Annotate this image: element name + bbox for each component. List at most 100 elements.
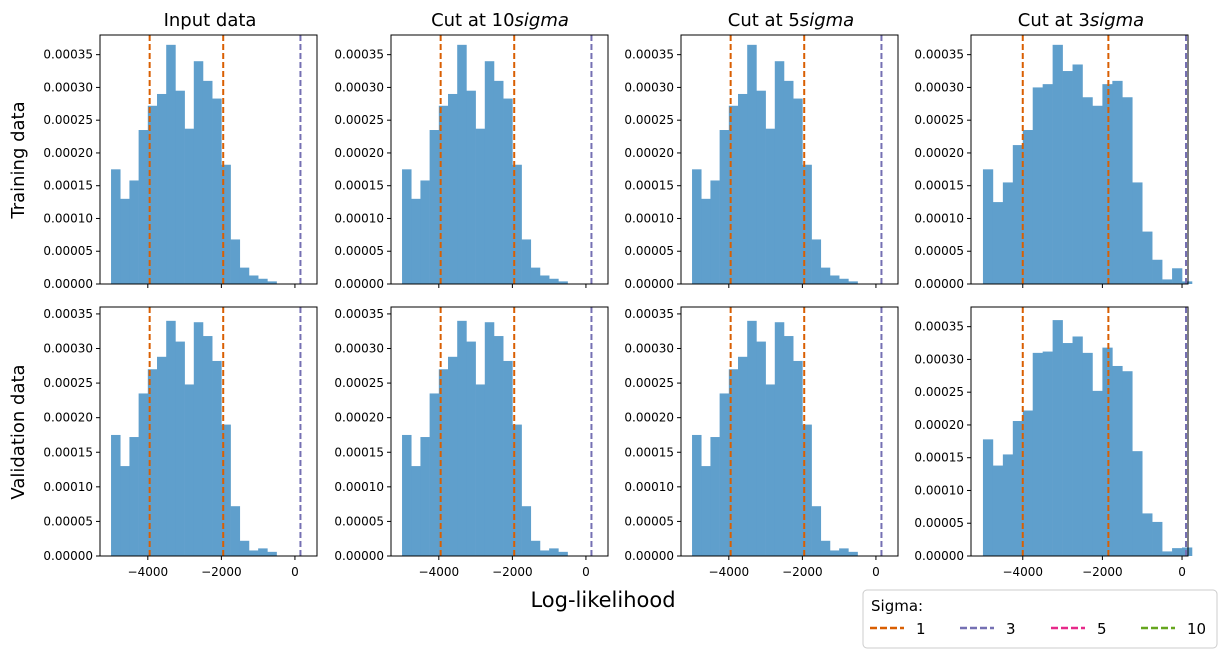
histogram-bar xyxy=(692,434,702,556)
histogram-bar xyxy=(1182,547,1193,556)
histogram-bar xyxy=(774,61,785,284)
histogram-panel-5: 0.00000 0.00005 0.00010 0.00015 0.00020 0.000… xyxy=(43,306,318,579)
histogram-bar xyxy=(475,128,486,284)
y-tick-label: 0.00005 xyxy=(43,244,93,258)
histogram-bar xyxy=(811,506,822,556)
y-tick-label: 0.00025 xyxy=(624,376,674,390)
legend-label-sigma-3: 3 xyxy=(1006,620,1016,638)
histogram-bar xyxy=(1122,97,1133,284)
histogram-bar xyxy=(793,360,803,556)
histogram-bar xyxy=(457,320,467,556)
histogram-bar xyxy=(530,540,541,556)
y-tick-label: 0.00000 xyxy=(624,277,674,291)
x-tick-label: 0 xyxy=(291,565,299,579)
histogram-bar xyxy=(747,320,757,556)
histogram-bar xyxy=(184,384,195,556)
y-tick-label: 0.00000 xyxy=(914,549,964,563)
col-title-cut5: Cut at 5sigma xyxy=(728,10,854,31)
y-tick-label: 0.00035 xyxy=(334,307,384,321)
histogram-bar xyxy=(448,93,458,284)
histogram-bar xyxy=(429,393,440,556)
histogram-bar xyxy=(429,130,440,284)
histogram-bar xyxy=(1152,521,1163,556)
y-tick-label: 0.00025 xyxy=(914,113,964,127)
histogram-bar xyxy=(212,98,222,285)
histogram-bar xyxy=(221,164,231,284)
y-tick-label: 0.00035 xyxy=(914,320,964,334)
histogram-bar xyxy=(1182,281,1193,284)
y-tick-label: 0.00005 xyxy=(914,244,964,258)
y-tick-label: 0.00005 xyxy=(624,244,674,258)
histogram-bar xyxy=(267,281,277,284)
histogram-bar xyxy=(839,548,849,556)
histogram-bar xyxy=(193,61,204,284)
histogram-bar xyxy=(1062,343,1073,556)
y-tick-label: 0.00015 xyxy=(624,445,674,459)
axes-frame xyxy=(99,34,318,285)
y-tick-label: 0.00030 xyxy=(914,352,964,366)
histogram-bar xyxy=(1062,71,1073,284)
histogram-bar xyxy=(765,128,776,284)
histogram-bar xyxy=(701,198,711,284)
histogram-bar xyxy=(175,90,185,285)
histogram-bar xyxy=(982,439,994,556)
x-tick-label: −2000 xyxy=(782,565,823,579)
x-axis-label: Log-likelihood xyxy=(530,588,675,612)
y-tick-label: 0.00020 xyxy=(914,418,964,432)
histogram-panel-2: 0.00000 0.00005 0.00010 0.00015 0.00020 0.000… xyxy=(334,34,609,291)
histogram-bar xyxy=(710,180,720,284)
histogram-bar xyxy=(811,239,822,284)
histogram-bar xyxy=(411,466,421,556)
histogram-bar xyxy=(258,548,268,556)
y-tick-label: 0.00015 xyxy=(43,179,93,193)
histogram-bar xyxy=(1132,182,1143,284)
y-tick-label: 0.00025 xyxy=(43,113,93,127)
y-tick-label: 0.00020 xyxy=(334,146,384,160)
histogram-bar xyxy=(728,369,739,556)
histogram-bar xyxy=(258,278,268,284)
histogram-bar xyxy=(503,360,513,556)
histogram-bar xyxy=(120,198,130,284)
histogram-bar xyxy=(992,465,1004,556)
y-tick-label: 0.00015 xyxy=(334,445,384,459)
y-tick-label: 0.00020 xyxy=(43,146,93,160)
histogram-bar xyxy=(129,437,139,556)
x-tick-label: −2000 xyxy=(492,565,533,579)
legend-items: 1 3 5 10 xyxy=(870,620,1206,638)
histogram-bar xyxy=(202,80,213,284)
x-tick-label: 0 xyxy=(872,565,880,579)
histogram-bar xyxy=(402,169,412,284)
col-title-cut3: Cut at 3sigma xyxy=(1018,10,1144,31)
y-tick-label: 0.00035 xyxy=(914,48,964,62)
histogram-bar xyxy=(793,98,803,285)
histogram-bar xyxy=(738,356,748,556)
y-tick-label: 0.00000 xyxy=(624,549,674,563)
histogram-bar xyxy=(184,128,195,284)
y-tick-label: 0.00030 xyxy=(43,80,93,94)
histogram-bar xyxy=(1162,551,1173,556)
histogram-bar xyxy=(267,551,277,556)
histogram-bar xyxy=(466,341,476,556)
histogram-bar xyxy=(129,180,139,284)
histogram-bar xyxy=(1092,105,1103,284)
x-tick-label: −4000 xyxy=(1002,565,1043,579)
histogram-bar xyxy=(738,93,748,284)
col-title-cut10: Cut at 10sigma xyxy=(431,10,569,31)
histogram-bar xyxy=(992,202,1004,284)
x-tick-label: 0 xyxy=(582,565,590,579)
histogram-bar xyxy=(457,44,467,284)
histogram-panel-3: 0.00000 0.00005 0.00010 0.00015 0.00020 0.000… xyxy=(624,34,899,291)
histogram-bar xyxy=(719,393,730,556)
histogram-bar xyxy=(783,336,794,556)
histogram-bar xyxy=(120,466,130,556)
y-tick-label: 0.00030 xyxy=(334,80,384,94)
legend-label-sigma-10: 10 xyxy=(1187,620,1206,638)
y-tick-label: 0.00010 xyxy=(334,211,384,225)
axes-frame xyxy=(390,34,609,285)
histogram-bar xyxy=(692,169,702,284)
histogram-bar xyxy=(539,550,550,556)
panel-grid: 0.00000 0.00005 0.00010 0.00015 0.00020 0.000… xyxy=(43,34,1193,579)
histogram-bar xyxy=(239,267,250,284)
y-tick-label: 0.00010 xyxy=(624,480,674,494)
